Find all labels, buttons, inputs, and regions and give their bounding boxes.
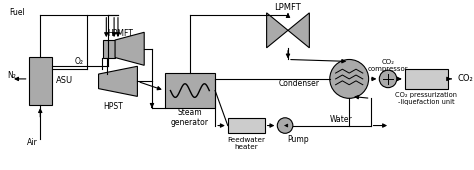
Polygon shape xyxy=(288,13,310,48)
Circle shape xyxy=(379,70,397,88)
Text: Condenser: Condenser xyxy=(279,79,320,88)
Text: CO₂: CO₂ xyxy=(457,74,473,83)
Text: LPMFT: LPMFT xyxy=(274,3,301,12)
Bar xyxy=(164,73,215,108)
Text: HPMFT: HPMFT xyxy=(107,29,133,38)
Bar xyxy=(103,40,115,57)
Text: O₂: O₂ xyxy=(74,57,83,66)
Polygon shape xyxy=(266,13,288,48)
Circle shape xyxy=(277,118,293,133)
Bar xyxy=(28,57,52,105)
Text: ASU: ASU xyxy=(56,76,73,85)
Circle shape xyxy=(330,59,369,98)
Text: CO₂ pressurization
-liquefaction unit: CO₂ pressurization -liquefaction unit xyxy=(395,92,457,105)
Text: Air: Air xyxy=(27,138,37,147)
Text: Water: Water xyxy=(330,115,353,124)
Text: Pump: Pump xyxy=(287,135,309,144)
Text: Fuel: Fuel xyxy=(9,8,25,17)
Text: HPST: HPST xyxy=(103,102,123,111)
Bar xyxy=(228,118,264,133)
Polygon shape xyxy=(99,66,137,96)
Bar xyxy=(405,69,448,89)
Text: Steam
generator: Steam generator xyxy=(171,108,209,128)
Text: N₂: N₂ xyxy=(7,72,16,80)
Text: Feedwater
heater: Feedwater heater xyxy=(227,137,265,150)
Polygon shape xyxy=(115,32,144,65)
Text: CO₂
compressor: CO₂ compressor xyxy=(368,59,409,72)
